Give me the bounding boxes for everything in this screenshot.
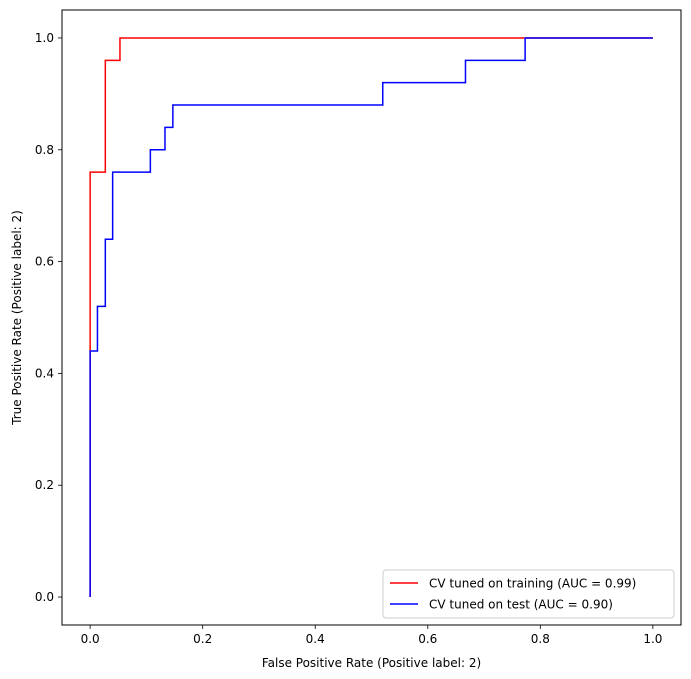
legend: CV tuned on training (AUC = 0.99) CV tune… — [382, 569, 675, 619]
legend-box — [382, 569, 675, 619]
y-tick-label: 0.4 — [35, 366, 54, 380]
x-tick-label: 0.6 — [418, 632, 437, 646]
y-tick-label: 0.0 — [35, 590, 54, 604]
y-tick-label: 1.0 — [35, 31, 54, 45]
series-line-2 — [89, 37, 653, 598]
series-line-1 — [89, 37, 653, 598]
x-axis-ticks: 0.0 0.2 0.4 0.6 0.8 1.0 — [81, 625, 662, 646]
y-axis-label: True Positive Rate (Positive label: 2) — [10, 210, 24, 426]
legend-label: CV tuned on test (AUC = 0.90) — [429, 598, 613, 612]
y-tick-label: 0.6 — [35, 255, 54, 269]
y-axis-ticks: 0.0 0.2 0.4 0.6 0.8 1.0 — [35, 31, 62, 604]
series-layer — [89, 37, 653, 598]
y-tick-label: 0.8 — [35, 143, 54, 157]
x-tick-label: 0.4 — [306, 632, 325, 646]
legend-label: CV tuned on training (AUC = 0.99) — [429, 577, 636, 591]
y-tick-label: 0.2 — [35, 478, 54, 492]
x-axis-label: False Positive Rate (Positive label: 2) — [262, 656, 481, 670]
x-tick-label: 0.8 — [531, 632, 550, 646]
x-tick-label: 0.2 — [193, 632, 212, 646]
x-tick-label: 1.0 — [643, 632, 662, 646]
plot-frame — [61, 9, 682, 626]
x-tick-label: 0.0 — [81, 632, 100, 646]
